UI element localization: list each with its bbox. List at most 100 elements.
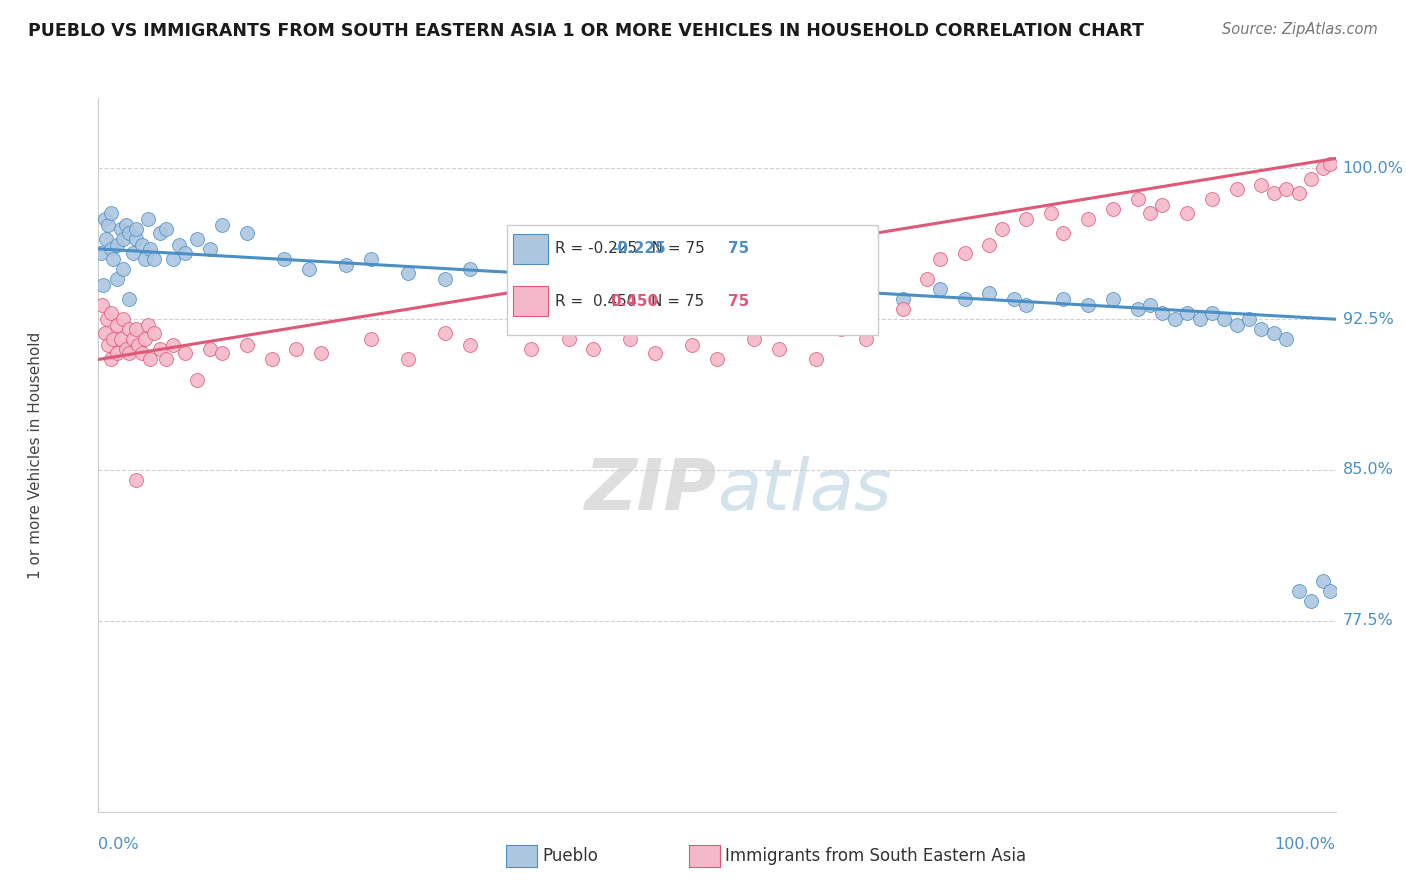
Point — [100, 306, 122, 320]
FancyBboxPatch shape — [506, 225, 877, 335]
Point — [742, 332, 765, 346]
Point — [174, 246, 197, 260]
Point — [458, 262, 481, 277]
Point — [891, 292, 914, 306]
Point — [1002, 292, 1025, 306]
Point — [582, 278, 605, 293]
Point — [1201, 306, 1223, 320]
Point — [1077, 298, 1099, 312]
Point — [124, 221, 146, 235]
Point — [681, 282, 703, 296]
Point — [298, 262, 321, 277]
Point — [93, 278, 115, 293]
Point — [112, 232, 135, 246]
Point — [396, 266, 419, 280]
Point — [1312, 574, 1334, 588]
Bar — [513, 286, 547, 317]
Point — [979, 286, 1001, 301]
Point — [103, 332, 125, 346]
Point — [1226, 181, 1249, 195]
Text: -0.225: -0.225 — [610, 242, 665, 256]
Point — [118, 292, 141, 306]
Text: 85.0%: 85.0% — [1343, 462, 1393, 477]
Point — [136, 211, 159, 226]
Point — [1201, 192, 1223, 206]
Point — [1102, 292, 1125, 306]
Point — [198, 343, 221, 357]
Point — [118, 226, 141, 240]
Point — [1015, 211, 1038, 226]
Point — [1312, 161, 1334, 176]
Point — [143, 252, 166, 266]
Text: 0.450: 0.450 — [610, 293, 659, 309]
Point — [1052, 292, 1074, 306]
Text: 92.5%: 92.5% — [1343, 311, 1393, 326]
Point — [124, 322, 146, 336]
Point — [1139, 205, 1161, 219]
Point — [433, 326, 456, 341]
Point — [1052, 226, 1074, 240]
Point — [520, 343, 543, 357]
Text: atlas: atlas — [717, 456, 891, 524]
Point — [1188, 312, 1211, 326]
Point — [396, 352, 419, 367]
Point — [1040, 205, 1063, 219]
Text: R =  0.450   N = 75: R = 0.450 N = 75 — [555, 293, 704, 309]
Point — [335, 258, 357, 272]
Point — [127, 338, 149, 352]
Point — [236, 226, 259, 240]
Point — [644, 346, 666, 360]
Point — [1139, 298, 1161, 312]
Text: 75: 75 — [728, 293, 749, 309]
Point — [100, 352, 122, 367]
Point — [103, 252, 125, 266]
Point — [149, 226, 172, 240]
Point — [162, 338, 184, 352]
Point — [93, 211, 115, 226]
Point — [644, 286, 666, 301]
Point — [260, 352, 283, 367]
Point — [124, 232, 146, 246]
Point — [112, 312, 135, 326]
Point — [953, 292, 976, 306]
Point — [953, 246, 976, 260]
Point — [186, 372, 208, 386]
Point — [105, 272, 128, 286]
Point — [124, 473, 146, 487]
Point — [143, 326, 166, 341]
Text: 100.0%: 100.0% — [1343, 161, 1403, 176]
Point — [91, 298, 114, 312]
Point — [155, 221, 177, 235]
Text: 77.5%: 77.5% — [1343, 614, 1393, 628]
Point — [162, 252, 184, 266]
Point — [112, 262, 135, 277]
Point — [122, 332, 145, 346]
Point — [1250, 322, 1272, 336]
Point — [1164, 312, 1187, 326]
Point — [1319, 157, 1341, 171]
Point — [211, 218, 233, 232]
Point — [706, 352, 728, 367]
Point — [114, 218, 136, 232]
Text: 0.0%: 0.0% — [98, 837, 139, 852]
Point — [1250, 178, 1272, 192]
Text: R = -0.225   N = 75: R = -0.225 N = 75 — [555, 242, 704, 256]
Point — [1015, 298, 1038, 312]
Point — [731, 292, 754, 306]
Point — [360, 252, 382, 266]
Point — [557, 332, 579, 346]
Point — [1237, 312, 1260, 326]
Text: Source: ZipAtlas.com: Source: ZipAtlas.com — [1222, 22, 1378, 37]
Point — [134, 332, 156, 346]
Text: 100.0%: 100.0% — [1275, 837, 1336, 852]
Point — [118, 322, 141, 336]
Point — [1319, 583, 1341, 598]
Point — [681, 338, 703, 352]
Point — [167, 238, 190, 252]
Point — [928, 282, 950, 296]
Point — [855, 332, 877, 346]
Point — [100, 242, 122, 256]
Point — [211, 346, 233, 360]
Point — [236, 338, 259, 352]
Point — [134, 252, 156, 266]
